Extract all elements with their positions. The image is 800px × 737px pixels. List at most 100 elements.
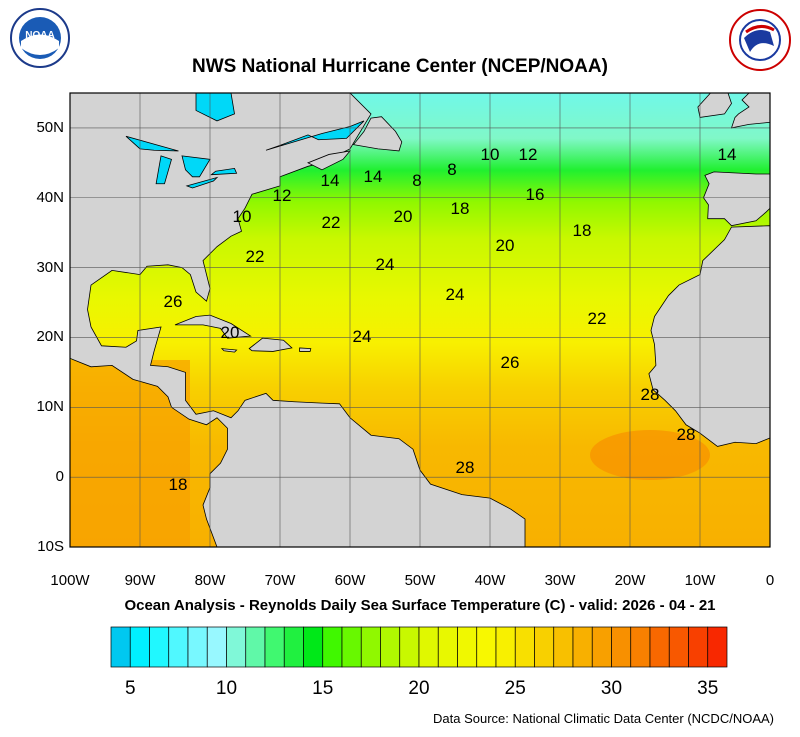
contour-labels: 10 12 14 8 10 14 8 12 16 14 18 20 22 18 20 22 24 26 20 18 22… [164,145,737,494]
noaa-logo-text: NOAA [25,30,54,41]
contour-label: 18 [573,221,592,240]
lake-erie [185,176,219,189]
lat-tick-label: 0 [55,468,64,486]
colorbar-label: 35 [697,678,719,699]
hispaniola [248,337,293,352]
contour-label: 8 [447,160,456,179]
colorbar-cell [187,626,208,668]
jamaica [220,348,238,353]
contour-label: 16 [526,185,545,204]
lake-ontario [210,167,238,176]
colorbar-cell [206,626,227,668]
national-weather-service-logo [729,9,791,71]
contour-label: 24 [446,285,465,304]
colorbar-cell [245,626,266,668]
contour-label: 22 [246,247,265,266]
colorbar-cell [514,626,535,668]
lake-michigan [155,155,172,185]
map-title: NWS National Hurricane Center (NCEP/NOAA… [192,56,608,77]
colorbar-cell [457,626,478,668]
map-subtitle: Ocean Analysis - Reynolds Daily Sea Surf… [124,597,716,614]
colorbar-cell [476,626,497,668]
iberia [703,171,771,227]
lon-tick-label: 10W [684,572,716,589]
data-source: Data Source: National Climatic Data Cent… [433,711,774,726]
colorbar-label: 5 [124,678,136,699]
colorbar-cell [110,626,131,668]
lat-tick-label: 30N [36,258,64,276]
contour-label: 12 [273,186,292,205]
contour-label: 14 [718,145,737,164]
noaa-logo: NOAA [10,8,70,68]
colorbar-cell [399,626,420,668]
contour-label: 12 [519,145,538,164]
colorbar-cell [168,626,189,668]
colorbar-cell [572,626,593,668]
colorbar-cell [611,626,632,668]
contour-label: 28 [641,385,660,404]
contour-label: 20 [496,236,515,255]
colorbar-label: 30 [600,678,623,699]
colorbar-cell [129,626,150,668]
lat-tick-label: 20N [36,328,64,346]
colorbar-cell [649,626,670,668]
colorbar-cell [303,626,324,668]
contour-label: 24 [353,327,372,346]
north-south-america [69,92,526,548]
contour-label: 18 [169,475,188,494]
colorbar-cell [707,626,728,668]
colorbar-label: 20 [408,678,430,699]
map-frame [69,92,771,548]
lat-tick-label: 50N [36,118,64,136]
colorbar-cell [341,626,362,668]
lon-tick-label: 100W [50,572,90,589]
colorbar-label: 15 [312,678,334,699]
contour-label: 14 [364,167,383,186]
colorbar-cell [591,626,612,668]
lon-tick-label: 90W [124,572,156,589]
colorbar-cell [437,626,458,668]
contour-label: 8 [412,171,421,190]
colorbar-cell [495,626,516,668]
lake-huron [181,155,211,178]
puerto-rico [299,347,312,352]
lon-tick-label: 80W [194,572,226,589]
colorbar-cell [226,626,247,668]
contour-label: 26 [164,292,183,311]
contour-label: 18 [451,199,470,218]
colorbar-label: 25 [504,678,526,699]
contour-label: 20 [394,207,413,226]
lat-tick-label: 10N [36,398,64,416]
colorbar-cell [264,626,285,668]
lake-superior [125,135,179,152]
colorbar-cell [688,626,709,668]
contour-label: 20 [221,323,240,342]
great-britain [730,92,771,129]
gulf-of-st-lawrence [265,120,365,151]
lon-tick-label: 0 [765,572,775,589]
colorbar-cell [380,626,401,668]
lon-tick-label: 70W [264,572,296,589]
colorbar-cell [360,626,381,668]
contour-label: 10 [481,145,500,164]
contour-label: 10 [233,207,252,226]
gulf-of-guinea-warm [590,430,710,480]
contour-label: 28 [456,458,475,477]
lon-tick-label: 60W [334,572,366,589]
contour-label: 14 [321,171,340,190]
cuba [174,314,252,339]
nova-scotia [307,150,351,171]
contour-label: 26 [501,353,520,372]
lon-tick-label: 30W [544,572,576,589]
contour-label: 28 [677,425,696,444]
colorbar-cell [322,626,343,668]
lat-tick-label: 10S [37,538,64,555]
lat-tick-label: 40N [36,188,64,206]
colorbar-cell [668,626,689,668]
land [69,92,771,548]
lon-tick-label: 50W [404,572,436,589]
colorbar-cell [149,626,170,668]
contour-label: 24 [376,255,395,274]
lon-tick-label: 20W [614,572,646,589]
lon-tick-label: 40W [474,572,506,589]
